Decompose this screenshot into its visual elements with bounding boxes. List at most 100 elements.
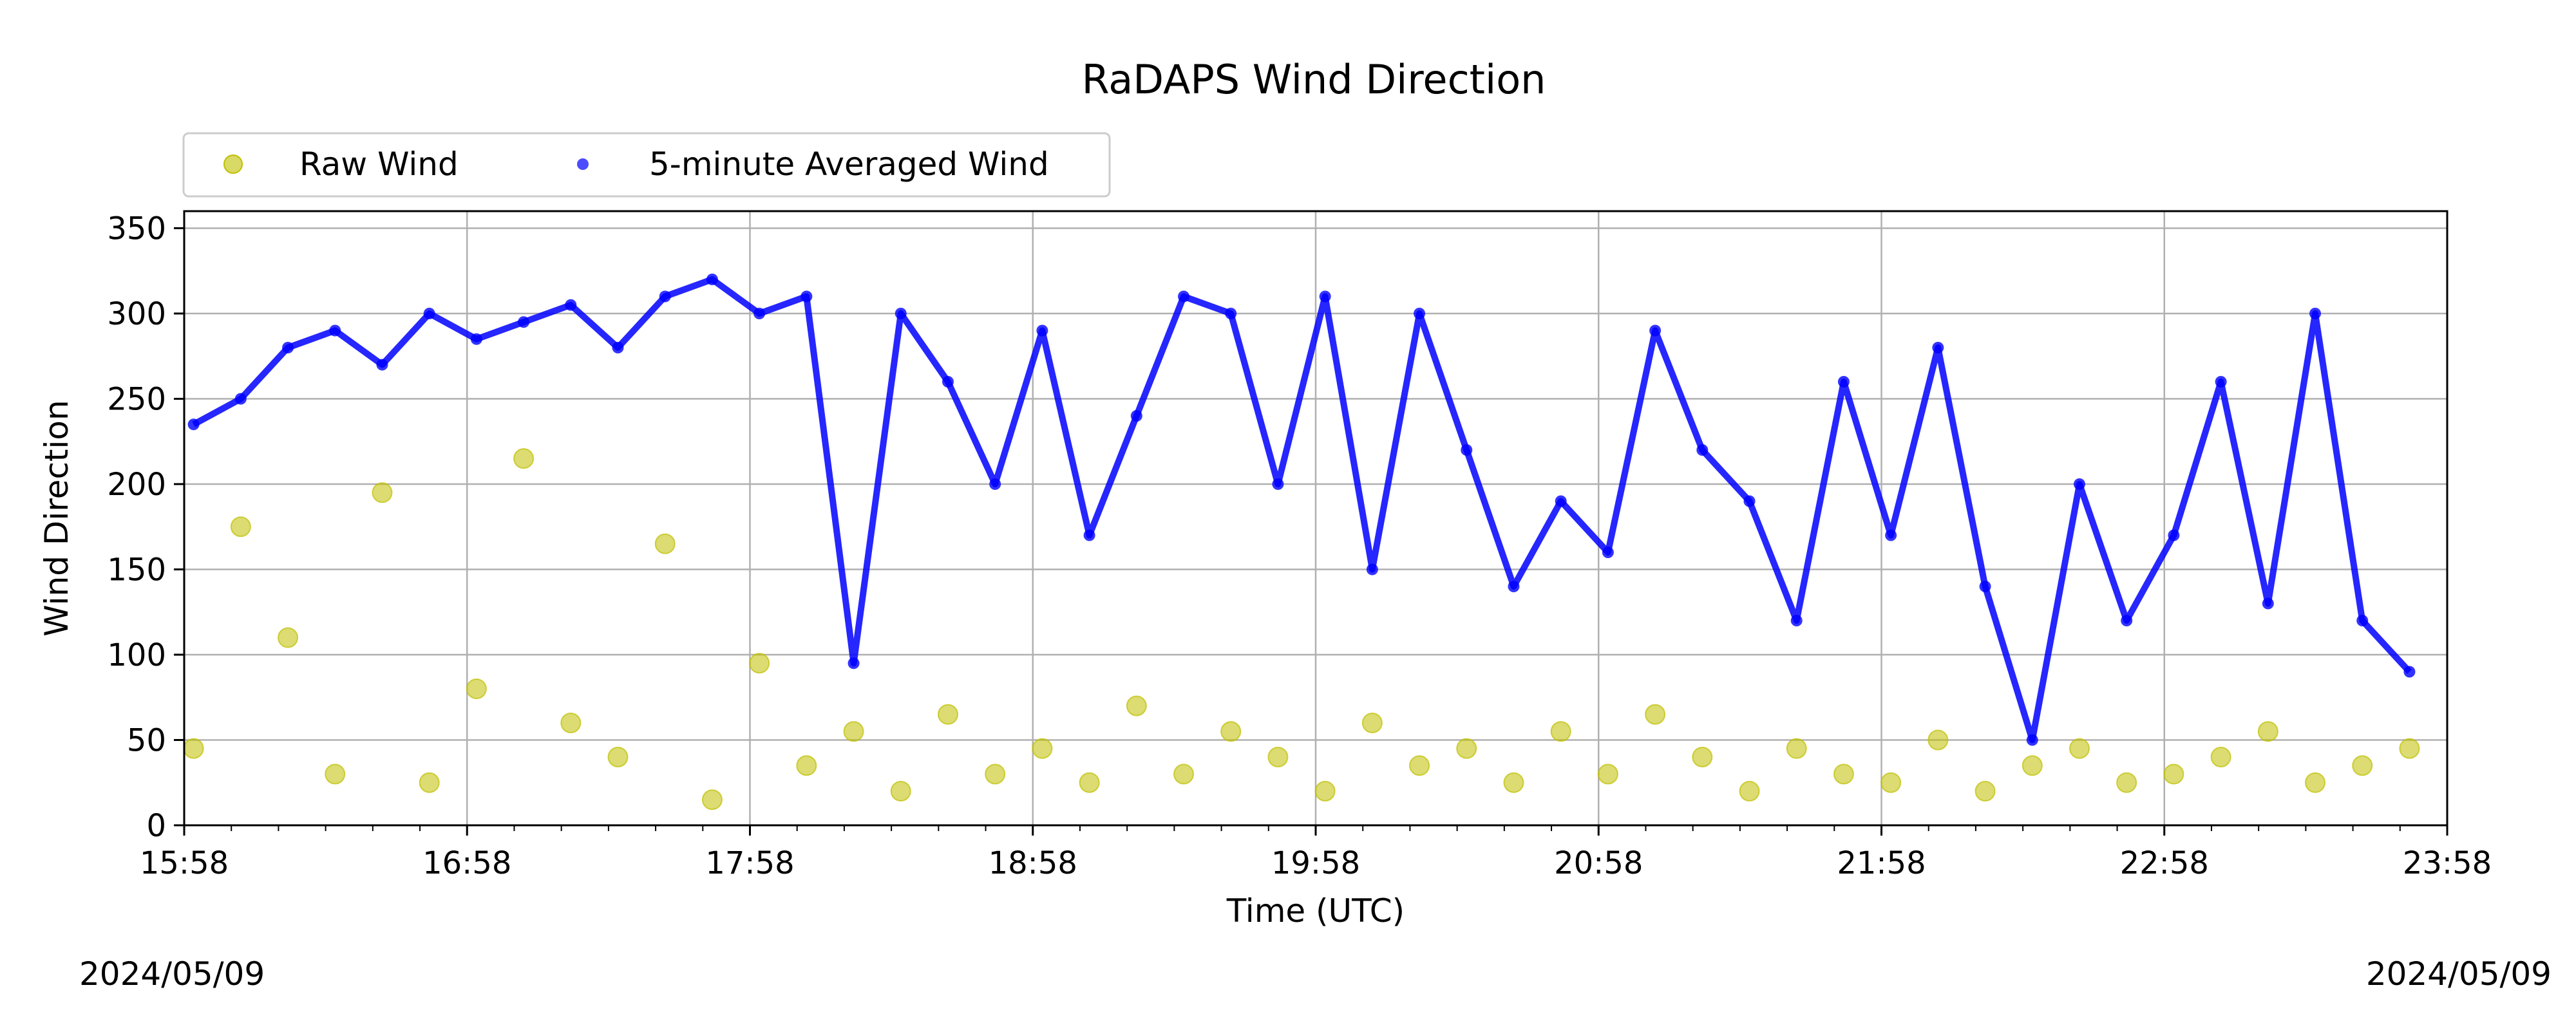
end-date-label: 2024/05/09 [2366, 955, 2552, 993]
x-tick-label: 15:58 [140, 845, 229, 881]
x-tick-label: 23:58 [2403, 845, 2492, 881]
averaged-wind-point [2026, 734, 2038, 746]
legend-box [182, 132, 1111, 198]
raw-wind-point [1597, 763, 1618, 785]
averaged-wind-point [1979, 581, 1991, 592]
raw-wind-point [607, 747, 629, 767]
raw-wind-point [1880, 772, 1902, 793]
raw-wind-series [183, 448, 2420, 810]
raw-wind-point [1409, 755, 1430, 776]
averaged-wind-point [1837, 376, 1850, 388]
averaged-wind-point [612, 342, 624, 353]
raw-wind-point [937, 704, 958, 725]
raw-wind-point [1456, 738, 1477, 759]
raw-wind-point [1032, 738, 1053, 759]
raw-wind-point [2257, 721, 2278, 742]
averaged-wind-point [2356, 615, 2369, 626]
raw-wind-point [796, 755, 817, 776]
averaged-wind-point [329, 324, 341, 337]
raw-wind-point [2305, 772, 2326, 793]
averaged-wind-point [753, 308, 766, 319]
grid-lines [183, 211, 2448, 827]
x-tick-label: 19:58 [1271, 845, 1360, 881]
averaged-wind-point [1036, 324, 1048, 337]
averaged-wind-point [1414, 308, 1426, 319]
averaged-wind-point [2121, 615, 2133, 626]
averaged-wind-point [1649, 324, 1662, 337]
averaged-wind-point [1602, 547, 1614, 558]
x-tick-label: 16:58 [422, 845, 511, 881]
averaged-wind-point [470, 333, 482, 345]
averaged-wind-point [1178, 290, 1190, 303]
raw-wind-point [2116, 772, 2137, 793]
averaged-wind-point [989, 478, 1001, 490]
chart-title: RaDAPS Wind Direction [1082, 56, 1546, 103]
x-axis-ticks: 15:58 16:58 17:58 18:58 19:58 20:58 21:58 22:58… [140, 825, 2492, 881]
raw-wind-point [749, 653, 770, 674]
averaged-wind-point [1743, 495, 1756, 507]
y-tick-label: 300 [107, 296, 166, 332]
raw-wind-point [278, 627, 299, 648]
raw-wind-point [372, 482, 393, 503]
raw-wind-point [1267, 747, 1289, 767]
x-tick-label: 22:58 [2120, 845, 2209, 881]
legend-avg-marker [577, 158, 589, 170]
averaged-wind-point [234, 393, 247, 405]
averaged-wind-point [895, 308, 907, 319]
y-tick-label: 100 [107, 637, 166, 673]
raw-wind-point [890, 781, 911, 801]
legend-raw-label: Raw Wind [299, 145, 459, 183]
raw-wind-point [230, 516, 251, 538]
raw-wind-point [1079, 772, 1100, 793]
averaged-wind-point [1885, 529, 1897, 541]
y-tick-label: 0 [146, 808, 166, 844]
averaged-wind-point [376, 359, 388, 371]
averaged-wind-point [2073, 478, 2085, 490]
averaged-wind-point [1790, 615, 1803, 626]
y-tick-label: 50 [127, 723, 166, 759]
x-tick-label: 18:58 [989, 845, 1077, 881]
averaged-wind-series [187, 274, 2416, 746]
raw-wind-point [1220, 721, 1242, 742]
averaged-wind-point [1366, 563, 1378, 576]
averaged-wind-point [2215, 376, 2227, 388]
raw-wind-point [1833, 763, 1854, 785]
legend-avg-label: 5-minute Averaged Wind [649, 145, 1049, 183]
legend: Raw Wind 5-minute Averaged Wind [182, 132, 1111, 198]
x-tick-label: 17:58 [705, 845, 794, 881]
raw-wind-point [2163, 763, 2184, 785]
averaged-wind-point [518, 316, 530, 328]
y-tick-label: 200 [107, 467, 166, 503]
averaged-wind-point [1932, 342, 1944, 353]
raw-wind-point [1126, 695, 1147, 716]
start-date-label: 2024/05/09 [79, 955, 265, 993]
raw-wind-point [2069, 738, 2090, 759]
raw-wind-point [2352, 755, 2373, 776]
y-tick-label: 350 [107, 211, 166, 247]
raw-wind-point [513, 448, 535, 469]
averaged-wind-point [1130, 410, 1142, 422]
raw-wind-point [183, 738, 204, 759]
raw-wind-point [419, 772, 440, 793]
averaged-wind-point [2262, 597, 2274, 610]
averaged-wind-point [706, 274, 718, 285]
raw-wind-point [2022, 755, 2043, 776]
raw-wind-point [560, 713, 582, 733]
averaged-wind-point [1319, 290, 1331, 303]
averaged-wind-point [2309, 308, 2322, 319]
averaged-wind-point [848, 657, 860, 670]
raw-wind-point [843, 721, 864, 742]
raw-wind-point [1692, 747, 1713, 767]
averaged-wind-point [942, 376, 954, 388]
y-axis-ticks: 0 50 100 150 200 250 300 350 [107, 211, 184, 844]
averaged-wind-point [1225, 308, 1237, 319]
averaged-wind-point [1696, 444, 1709, 456]
averaged-wind-point [565, 299, 577, 311]
raw-wind-point [466, 679, 487, 699]
averaged-wind-point [282, 342, 294, 353]
y-tick-label: 250 [107, 382, 166, 418]
x-tick-label: 21:58 [1837, 845, 1926, 881]
averaged-wind-point [1083, 529, 1095, 541]
y-tick-label: 150 [107, 552, 166, 588]
raw-wind-point [1503, 772, 1524, 793]
